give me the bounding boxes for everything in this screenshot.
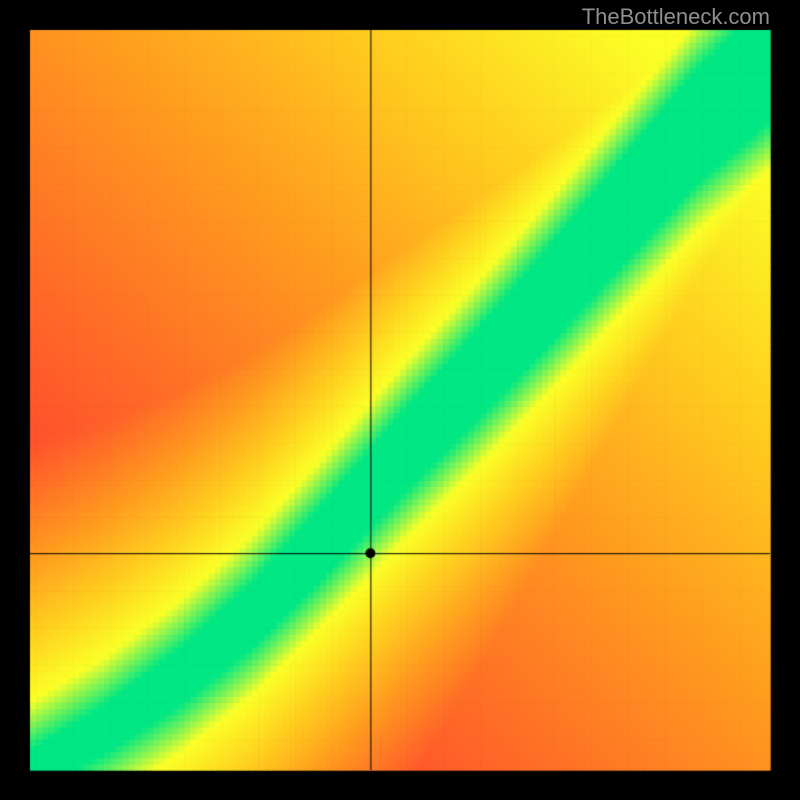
bottleneck-heatmap [0, 0, 800, 800]
watermark-label: TheBottleneck.com [582, 4, 770, 30]
chart-container: TheBottleneck.com [0, 0, 800, 800]
